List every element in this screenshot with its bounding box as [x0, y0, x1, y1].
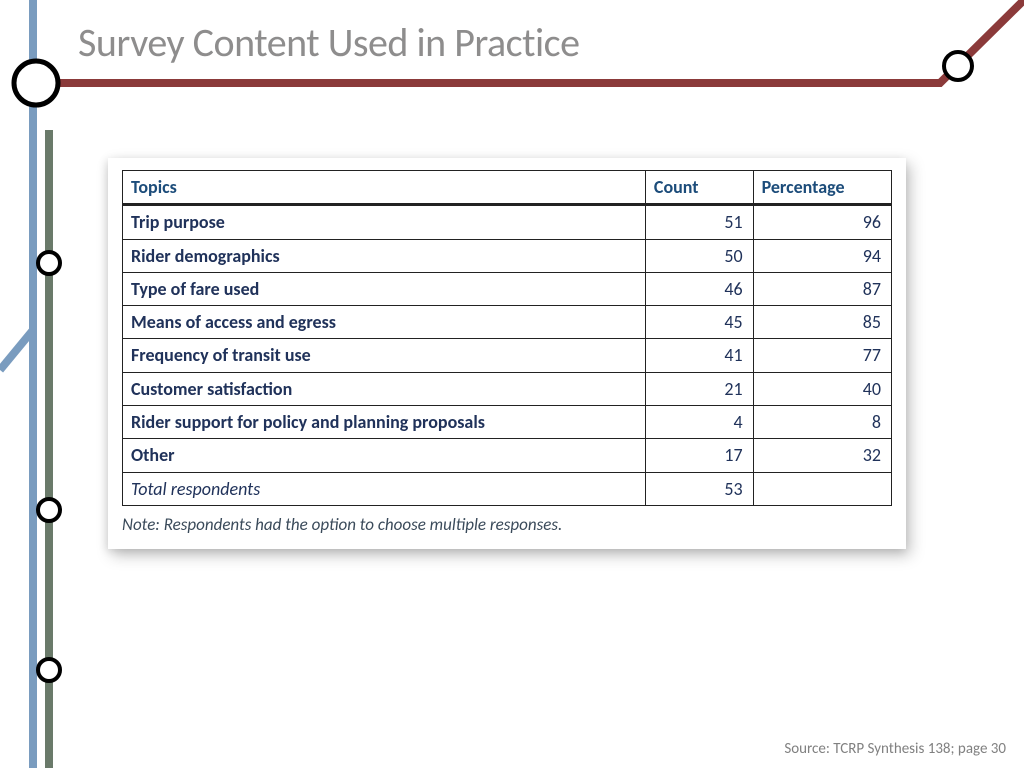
table-row: Frequency of transit use4177: [123, 339, 892, 372]
cell-topic: Rider support for policy and planning pr…: [123, 406, 646, 439]
cell-topic: Customer satisfaction: [123, 372, 646, 405]
survey-table-card: Topics Count Percentage Trip purpose5196…: [108, 158, 906, 549]
cell-count: 41: [645, 339, 753, 372]
cell-count: 51: [645, 205, 753, 239]
cell-pct: 96: [753, 205, 891, 239]
cell-count: 45: [645, 306, 753, 339]
cell-topic: Trip purpose: [123, 205, 646, 239]
cell-pct: 77: [753, 339, 891, 372]
survey-table: Topics Count Percentage Trip purpose5196…: [122, 170, 892, 506]
table-row: Rider demographics5094: [123, 239, 892, 272]
cell-count: 17: [645, 439, 753, 472]
table-note: Note: Respondents had the option to choo…: [122, 514, 892, 535]
cell-topic-total: Total respondents: [123, 472, 646, 505]
table-row: Customer satisfaction2140: [123, 372, 892, 405]
cell-topic: Frequency of transit use: [123, 339, 646, 372]
cell-topic: Other: [123, 439, 646, 472]
cell-pct: 85: [753, 306, 891, 339]
table-header-row: Topics Count Percentage: [123, 171, 892, 205]
col-count: Count: [645, 171, 753, 205]
table-row: Other1732: [123, 439, 892, 472]
cell-count-total: 53: [645, 472, 753, 505]
table-row: Means of access and egress4585: [123, 306, 892, 339]
col-topics: Topics: [123, 171, 646, 205]
table-row: Rider support for policy and planning pr…: [123, 406, 892, 439]
cell-pct: 94: [753, 239, 891, 272]
table-row: Trip purpose5196: [123, 205, 892, 239]
cell-topic: Rider demographics: [123, 239, 646, 272]
col-percentage: Percentage: [753, 171, 891, 205]
cell-pct: 32: [753, 439, 891, 472]
cell-count: 4: [645, 406, 753, 439]
cell-pct-total: [753, 472, 891, 505]
cell-count: 46: [645, 272, 753, 305]
cell-pct: 40: [753, 372, 891, 405]
source-citation: Source: TCRP Synthesis 138; page 30: [784, 740, 1006, 758]
cell-topic: Type of fare used: [123, 272, 646, 305]
cell-pct: 87: [753, 272, 891, 305]
table-row-total: Total respondents53: [123, 472, 892, 505]
cell-count: 50: [645, 239, 753, 272]
cell-topic: Means of access and egress: [123, 306, 646, 339]
table-row: Type of fare used4687: [123, 272, 892, 305]
page-title: Survey Content Used in Practice: [78, 18, 579, 67]
cell-pct: 8: [753, 406, 891, 439]
cell-count: 21: [645, 372, 753, 405]
